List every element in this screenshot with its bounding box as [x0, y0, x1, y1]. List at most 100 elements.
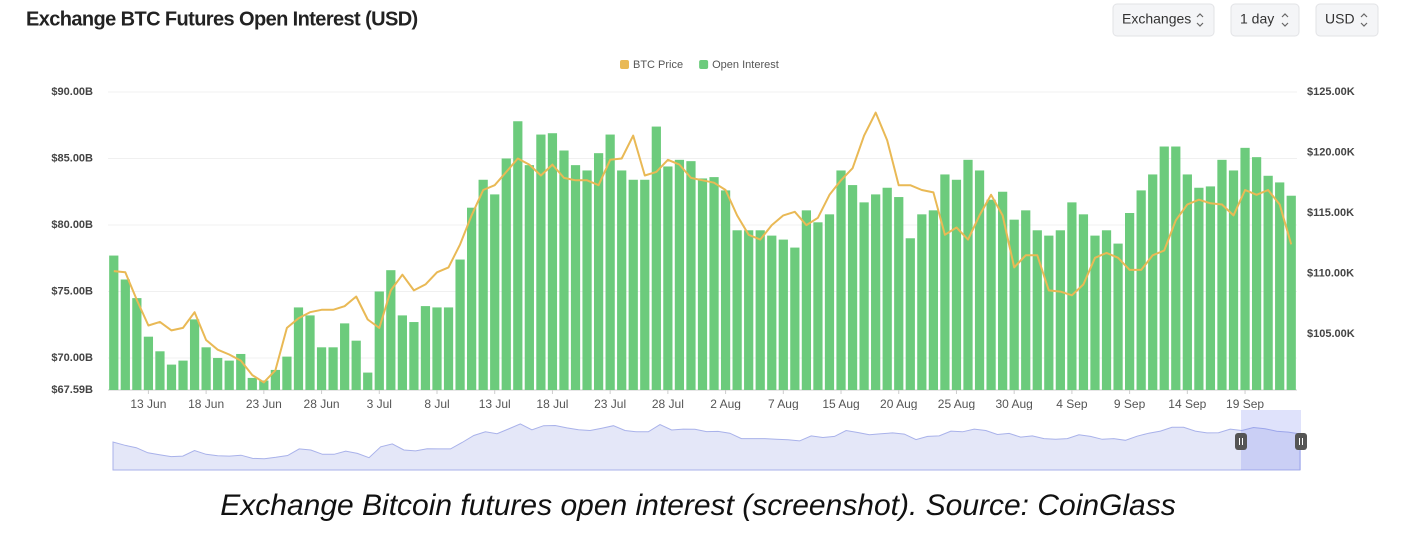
bar [189, 319, 200, 390]
bar [663, 166, 673, 390]
bar [998, 191, 1008, 390]
bar [986, 199, 996, 390]
y2-tick-label: $120.00K [1307, 146, 1355, 158]
x-tick-label: 13 Jun [130, 397, 166, 411]
bar [963, 159, 973, 390]
bar [674, 159, 685, 390]
bar [686, 161, 696, 390]
x-tick-label: 15 Aug [822, 397, 859, 411]
x-tick-label: 23 Jun [246, 397, 282, 411]
dropdown-label: 1 day [1240, 11, 1274, 27]
bar [744, 230, 754, 390]
bar [120, 279, 130, 390]
dropdown-label: USD [1325, 11, 1355, 27]
y2-tick-label: $115.00K [1307, 207, 1354, 219]
bar [628, 179, 638, 390]
handle-grip [1299, 438, 1303, 445]
x-tick-label: 4 Sep [1056, 397, 1088, 411]
bar [928, 210, 938, 390]
bar [536, 134, 546, 390]
bar [1159, 146, 1169, 390]
y2-tick-label: $125.00K [1307, 86, 1355, 98]
price-line [113, 111, 1293, 384]
legend-swatch [699, 60, 709, 69]
bar [420, 306, 431, 390]
x-tick-label: 28 Jul [652, 397, 684, 411]
bar [824, 214, 835, 390]
bar [213, 357, 223, 390]
bar [524, 165, 534, 390]
bar [1032, 230, 1042, 390]
bar [1217, 159, 1227, 390]
x-tick-label: 2 Aug [710, 397, 741, 411]
y2-tick-label: $110.00K [1307, 267, 1354, 279]
dropdown[interactable] [1315, 3, 1379, 37]
bar [293, 307, 304, 390]
y-tick-label: $85.00B [51, 152, 93, 164]
bar [559, 150, 569, 390]
bar [547, 133, 558, 391]
y-tick-label: $70.00B [51, 352, 93, 364]
bar [640, 179, 650, 390]
bar [363, 372, 373, 390]
bar [951, 179, 962, 390]
y2-tick-label: $105.00K [1307, 328, 1355, 340]
x-tick-label: 25 Aug [938, 397, 975, 411]
x-tick-label: 18 Jun [188, 397, 224, 411]
bar [836, 170, 846, 390]
bar [155, 351, 165, 390]
bar [570, 165, 581, 390]
bar [513, 121, 523, 391]
bar [328, 347, 338, 390]
bar [709, 177, 719, 390]
bar [813, 222, 823, 390]
bar [132, 298, 142, 390]
bar [778, 239, 788, 390]
legend-label: BTC Price [633, 59, 683, 71]
bar [386, 270, 396, 390]
handle-grip [1239, 438, 1243, 445]
bar [247, 377, 257, 390]
x-tick-label: 8 Jul [424, 397, 449, 411]
bar [1113, 243, 1123, 390]
bar [1263, 175, 1273, 390]
bar [224, 360, 234, 390]
bar [1275, 182, 1285, 390]
bar [340, 323, 350, 390]
bar [767, 235, 777, 390]
navigator-area [112, 423, 1301, 471]
bar [409, 322, 419, 390]
bar [109, 255, 119, 390]
dropdown[interactable] [1112, 3, 1215, 37]
bar [651, 126, 661, 390]
navigator-handle[interactable] [1295, 433, 1307, 450]
bar [397, 315, 407, 390]
bar [847, 185, 858, 390]
bar [859, 202, 869, 390]
bar [259, 380, 269, 390]
bar [432, 307, 442, 390]
y-tick-label: $75.00B [51, 285, 93, 297]
bar [1124, 213, 1135, 390]
navigator-handle[interactable] [1235, 433, 1247, 450]
x-tick-label: 9 Sep [1114, 397, 1146, 411]
bar [801, 210, 812, 390]
bar [1101, 230, 1112, 390]
navigator-selection[interactable] [1241, 410, 1301, 470]
bar [974, 170, 985, 390]
x-tick-label: 18 Jul [536, 397, 568, 411]
x-tick-label: 28 Jun [304, 397, 340, 411]
x-tick-label: 23 Jul [594, 397, 626, 411]
bar [501, 158, 511, 390]
chevron [1360, 13, 1368, 27]
bar [1205, 186, 1216, 390]
x-tick-label: 3 Jul [367, 397, 392, 411]
bar [1171, 146, 1181, 390]
bar [1251, 157, 1262, 390]
bar [1148, 174, 1158, 390]
bar [443, 307, 454, 390]
dropdown[interactable] [1230, 3, 1300, 37]
bar [593, 153, 604, 390]
bar [1228, 170, 1239, 390]
